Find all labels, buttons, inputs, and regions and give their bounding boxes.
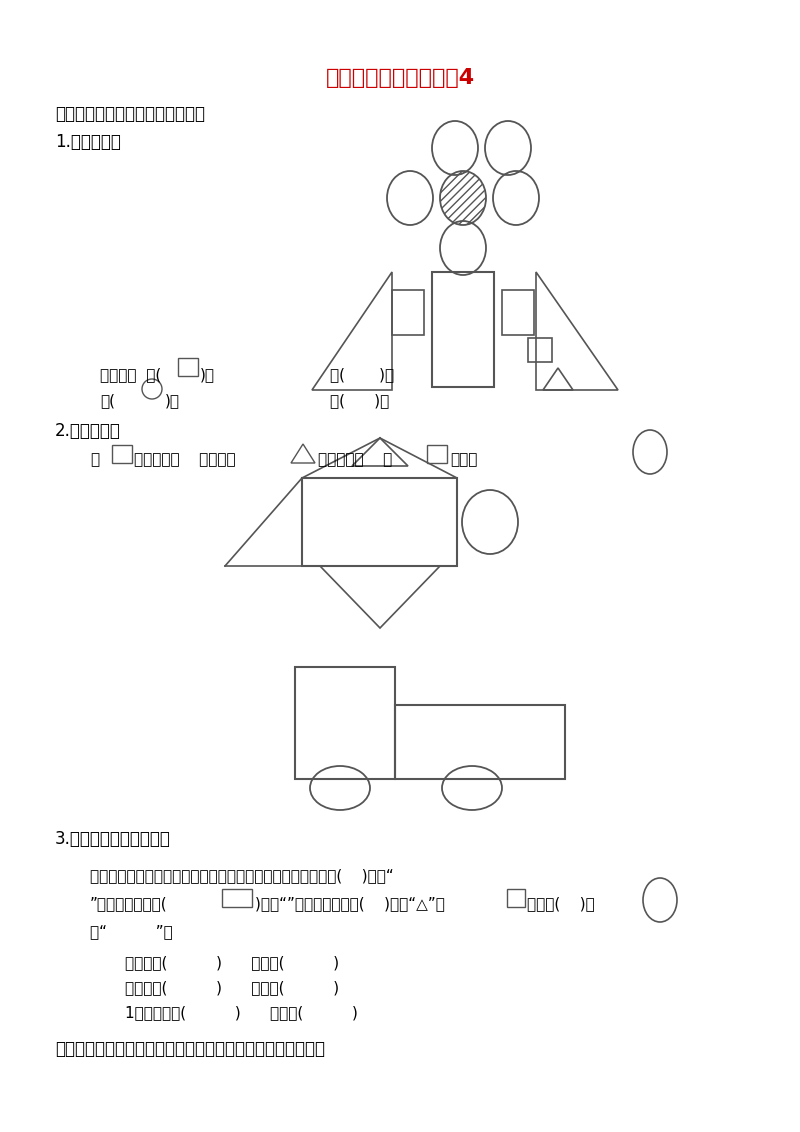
Bar: [302, 478, 457, 566]
Text: 有(       )个: 有( )个: [330, 367, 394, 381]
Bar: [507, 889, 525, 907]
Text: 上图中，  有(: 上图中， 有(: [100, 367, 162, 381]
Bar: [427, 445, 447, 463]
Text: 二．数学课上，老师请小朋友用小棒摆图形，你们也试试吧！: 二．数学课上，老师请小朋友用小棒摆图形，你们也试试吧！: [55, 1040, 325, 1058]
Text: 下面是日常生活中见过的一些物品，仔细辨认，是长方形的在(    )里画“: 下面是日常生活中见过的一些物品，仔细辨认，是长方形的在( )里画“: [90, 868, 394, 883]
Text: 涂上红色，    涂上绠色: 涂上红色， 涂上绠色: [134, 452, 236, 468]
Text: 3.　做生活中的有心人。: 3. 做生活中的有心人。: [55, 830, 171, 848]
Bar: [392, 290, 424, 335]
Bar: [222, 889, 252, 907]
Text: 一．有趣的小图形，使你更聪明。: 一．有趣的小图形，使你更聪明。: [55, 105, 205, 123]
Bar: [295, 667, 395, 779]
Text: 给: 给: [90, 452, 99, 468]
Text: 1元硬币的面(          )      小手帕(          ): 1元硬币的面( ) 小手帕( ): [125, 1005, 358, 1020]
Text: 有(: 有(: [100, 393, 115, 408]
Text: 涂上黄色，    涂: 涂上黄色， 涂: [318, 452, 392, 468]
Text: )里画“”；是三角形的在(    )里画“△”；: )里画“”；是三角形的在( )里画“△”；: [255, 897, 445, 911]
Bar: [112, 445, 132, 463]
Text: 《认识图形》综合练习4: 《认识图形》综合练习4: [326, 68, 474, 88]
Text: 形的在(    )里: 形的在( )里: [527, 897, 594, 911]
Text: 课桌的面(          )      红领巾(          ): 课桌的面( ) 红领巾( ): [125, 980, 339, 995]
Bar: [528, 338, 552, 362]
Bar: [502, 290, 534, 335]
Text: 画“          ”。: 画“ ”。: [90, 924, 173, 940]
Text: 有(      )个: 有( )个: [330, 393, 390, 408]
Text: 黑色。: 黑色。: [450, 452, 478, 468]
Text: ”；是正方形的在(: ”；是正方形的在(: [90, 897, 168, 911]
Text: 2.　涂颜色。: 2. 涂颜色。: [55, 422, 121, 440]
Bar: [178, 358, 198, 376]
Text: )个: )个: [165, 393, 180, 408]
Bar: [395, 705, 565, 779]
Text: 学书的面(          )      田字格(          ): 学书的面( ) 田字格( ): [125, 955, 339, 970]
Text: 1.　数图形。: 1. 数图形。: [55, 132, 121, 151]
Bar: [432, 272, 494, 387]
Text: )个: )个: [200, 367, 215, 381]
